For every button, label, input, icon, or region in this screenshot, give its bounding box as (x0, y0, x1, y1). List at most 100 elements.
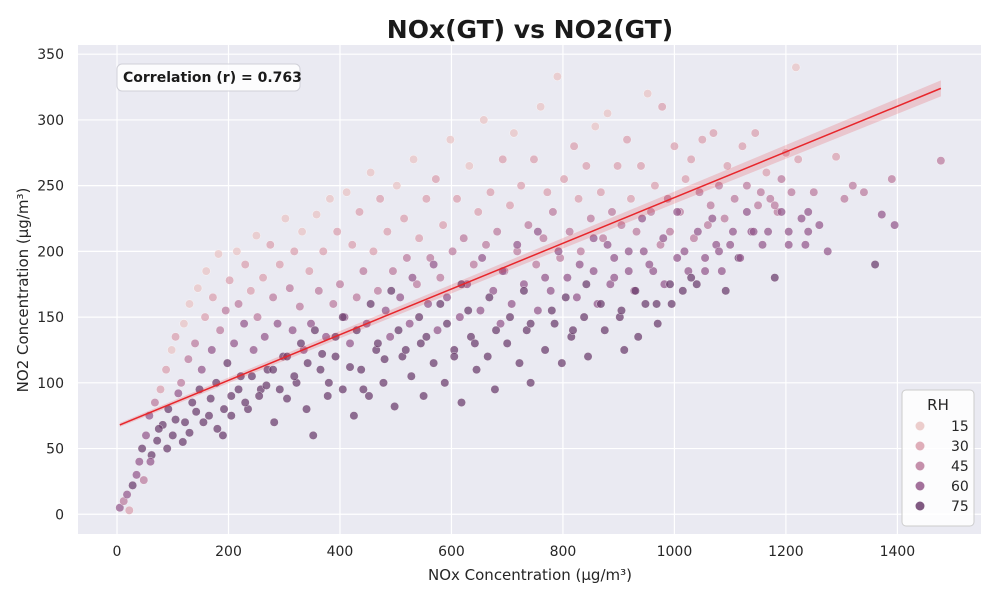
data-point (141, 430, 151, 440)
data-point (358, 266, 368, 276)
data-point (605, 279, 615, 289)
data-point (653, 319, 663, 329)
data-point (870, 260, 880, 269)
data-point (477, 253, 487, 263)
data-point (200, 312, 210, 322)
data-point (304, 266, 314, 276)
data-point (402, 253, 412, 263)
data-point (229, 338, 239, 348)
data-point (204, 411, 214, 421)
data-point (306, 319, 316, 329)
data-point (352, 292, 362, 302)
x-axis-label: NOx Concentration (µg/m³) (428, 566, 632, 584)
y-tick-label: 150 (37, 310, 64, 326)
data-point (414, 233, 424, 243)
data-point (317, 349, 327, 359)
data-point (936, 156, 946, 166)
data-point (395, 292, 405, 302)
data-point (538, 233, 548, 243)
legend-marker (915, 481, 925, 491)
data-point (429, 358, 439, 368)
data-point (275, 384, 285, 394)
data-point (401, 345, 411, 355)
data-point (568, 325, 578, 335)
data-point (368, 246, 378, 256)
x-tick-label: 600 (438, 544, 465, 560)
data-point (590, 122, 600, 131)
data-point (617, 306, 626, 315)
data-point (185, 299, 194, 309)
data-point (823, 246, 833, 256)
data-point (180, 417, 190, 427)
data-point (198, 417, 208, 427)
data-point (531, 260, 541, 269)
data-point (700, 266, 710, 276)
data-point (728, 227, 738, 237)
data-point (234, 299, 243, 309)
data-point (373, 338, 383, 348)
x-tick-label: 400 (327, 544, 354, 560)
data-point (154, 424, 164, 434)
data-point (419, 391, 429, 401)
data-point (407, 273, 417, 283)
data-point (562, 273, 572, 283)
data-point (302, 404, 311, 414)
y-axis-label: NO2 Concentration (µg/m³) (14, 188, 32, 393)
data-point (770, 200, 780, 210)
data-point (139, 475, 149, 485)
data-point (449, 352, 459, 361)
data-point (576, 246, 586, 256)
data-point (498, 154, 508, 164)
data-point (459, 233, 469, 243)
data-point (686, 154, 696, 164)
data-point (386, 286, 396, 296)
data-point (285, 283, 295, 293)
data-point (680, 246, 689, 256)
x-tick-label: 0 (113, 544, 122, 560)
data-point (168, 430, 178, 440)
data-point (575, 260, 585, 269)
data-point (246, 286, 256, 296)
data-point (492, 227, 502, 237)
data-point (640, 299, 650, 309)
data-point (375, 194, 385, 204)
chart-title: NOx(GT) vs NO2(GT) (387, 15, 673, 44)
data-point (797, 214, 806, 223)
data-point (470, 338, 480, 348)
data-point (379, 378, 388, 388)
data-point (226, 391, 236, 401)
y-tick-label: 350 (37, 47, 64, 63)
data-point (382, 227, 392, 237)
data-point (268, 365, 278, 375)
data-point (526, 378, 536, 388)
data-point (463, 306, 473, 315)
data-point (187, 398, 197, 407)
data-point (366, 168, 376, 177)
data-point (296, 338, 306, 348)
data-point (787, 187, 796, 197)
data-point (890, 220, 900, 230)
data-point (464, 161, 474, 171)
data-point (288, 325, 298, 335)
y-tick-label: 100 (37, 376, 64, 392)
data-point (197, 365, 207, 375)
data-point (700, 253, 710, 263)
legend-label: 75 (951, 499, 969, 515)
data-point (251, 231, 261, 241)
data-point (488, 286, 498, 296)
data-point (308, 430, 318, 440)
data-point (448, 246, 458, 256)
data-point (776, 174, 786, 184)
data-point (750, 128, 760, 138)
data-point (423, 299, 433, 309)
data-point (624, 246, 634, 256)
data-point (737, 141, 747, 151)
data-point (479, 115, 489, 125)
data-point (258, 273, 268, 283)
scatter-points (115, 62, 946, 515)
data-point (758, 240, 767, 250)
data-point (714, 246, 724, 256)
data-point (234, 384, 243, 394)
data-point (191, 407, 201, 417)
data-point (791, 62, 801, 72)
